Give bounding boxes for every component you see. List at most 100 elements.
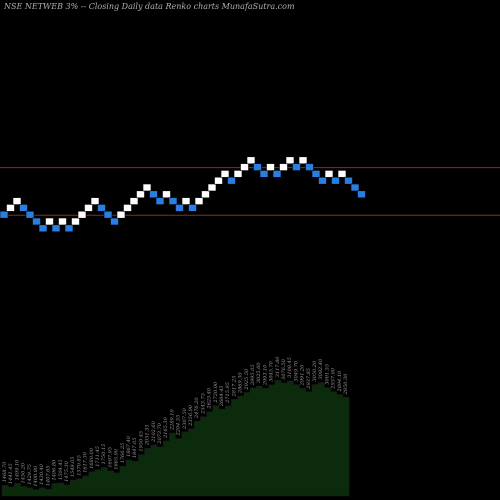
brick-down <box>350 183 360 192</box>
brick-down <box>259 170 269 178</box>
price-label: 2925.50 <box>244 368 250 390</box>
price-label: 2664.45 <box>219 385 225 407</box>
brick-down <box>97 204 106 212</box>
renko-bricks <box>0 156 366 233</box>
brick-down <box>25 210 35 219</box>
price-label: 1617.30 <box>83 451 89 472</box>
price-label: 3001.55 <box>324 364 330 385</box>
price-label: 2937.85 <box>306 368 312 390</box>
price-label: 1496.80 <box>52 459 58 480</box>
brick-up <box>142 183 152 192</box>
brick-up <box>266 163 275 171</box>
brick-down <box>311 170 321 178</box>
brick-down <box>155 197 165 205</box>
price-label: 3025.60 <box>256 362 262 383</box>
brick-up <box>6 204 15 212</box>
brick-up <box>162 190 171 199</box>
price-label: 2204.55 <box>176 415 182 437</box>
price-label: 2869.30 <box>238 372 244 394</box>
price-label: 2051.35 <box>145 424 151 446</box>
price-area <box>1 379 350 497</box>
brick-up <box>220 170 230 178</box>
brick-down <box>272 170 282 178</box>
price-label: 2307.50 <box>182 407 188 429</box>
price-label: 1867.40 <box>126 435 132 456</box>
brick-down <box>188 204 197 212</box>
brick-up <box>214 176 223 185</box>
brick-up <box>45 217 54 226</box>
brick-down <box>19 204 28 212</box>
price-label: 1450.20 <box>21 462 27 483</box>
price-label: 2850.30 <box>343 373 349 395</box>
price-label: 2289.10 <box>169 409 175 431</box>
brick-up <box>324 170 334 178</box>
brick-up <box>129 197 139 205</box>
price-label: 1950.45 <box>138 431 144 452</box>
brick-up <box>12 197 22 205</box>
brick-up <box>84 204 93 212</box>
brick-down <box>110 217 119 226</box>
price-label: 2356.90 <box>188 404 194 426</box>
price-label: 2543.75 <box>200 393 206 415</box>
brick-down <box>175 204 184 212</box>
brick-up <box>77 210 87 219</box>
brick-up <box>71 217 80 226</box>
price-label: 1680.00 <box>89 447 95 468</box>
price-label: 1441.45 <box>8 463 14 484</box>
price-label: 3049.70 <box>293 360 299 381</box>
price-label: 2991.20 <box>300 364 306 386</box>
price-label: 3076.50 <box>281 358 287 379</box>
brick-up <box>123 204 132 212</box>
brick-down <box>357 190 366 199</box>
price-label: 3045.70 <box>269 360 275 381</box>
price-label: 2937.90 <box>331 367 337 389</box>
brick-up <box>298 156 308 165</box>
price-labels: 1468.70 1441.45 1499.10 1450.20 1429.75 1400.… <box>2 356 349 487</box>
price-label: 1430.40 <box>39 463 45 484</box>
brick-up <box>116 210 126 219</box>
price-label: 1570.85 <box>76 455 82 476</box>
price-label: 1468.70 <box>2 461 8 482</box>
brick-up <box>181 197 191 205</box>
brick-down <box>344 176 353 185</box>
price-label: 1475.30 <box>64 460 70 481</box>
price-label: 2625.40 <box>207 387 213 409</box>
brick-down <box>227 176 236 185</box>
price-label: 1766.25 <box>120 443 126 464</box>
brick-down <box>103 210 113 219</box>
price-label: 1711.45 <box>95 446 101 467</box>
brick-down <box>32 217 41 226</box>
brick-up <box>279 163 288 171</box>
price-label: 2476.20 <box>194 397 200 419</box>
brick-down <box>253 163 262 171</box>
price-label: 2817.25 <box>231 376 237 398</box>
chart-header: NSE NETWEB 3% -- Closing Daily data Renk… <box>3 2 295 11</box>
brick-up <box>233 170 243 178</box>
price-label: 2102.60 <box>151 420 157 442</box>
brick-down <box>292 163 301 171</box>
price-label: 1549.05 <box>70 456 76 477</box>
brick-down <box>318 176 327 185</box>
price-label: 2995.05 <box>250 364 256 386</box>
price-label: 1504.45 <box>58 459 64 480</box>
price-label: 1665.90 <box>114 448 120 469</box>
brick-down <box>331 176 340 185</box>
price-area-shape <box>1 379 350 497</box>
price-label: 2993.10 <box>262 364 268 386</box>
brick-up <box>207 183 217 192</box>
price-label: 3082.40 <box>318 358 324 379</box>
price-label: 1750.15 <box>101 444 107 465</box>
price-label: 3108.45 <box>287 357 293 378</box>
brick-up <box>285 156 295 165</box>
brick-down <box>305 163 314 171</box>
price-label: 2715.95 <box>225 382 231 404</box>
price-label: 2165.30 <box>163 416 169 438</box>
price-label: 1499.10 <box>14 459 20 480</box>
brick-up <box>337 170 347 178</box>
price-label: 3050.20 <box>312 360 318 381</box>
brick-down <box>149 190 158 199</box>
brick-up <box>201 190 210 199</box>
brick-up <box>58 217 67 226</box>
price-label: 2720.00 <box>213 381 219 403</box>
